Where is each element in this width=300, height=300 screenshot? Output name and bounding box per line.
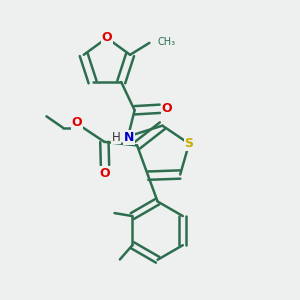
Text: O: O	[102, 32, 112, 44]
Text: O: O	[72, 116, 83, 129]
Text: CH₃: CH₃	[158, 37, 175, 47]
Text: O: O	[100, 167, 110, 181]
Text: S: S	[184, 137, 194, 150]
Text: N: N	[124, 130, 134, 143]
Text: H: H	[112, 130, 121, 143]
Text: O: O	[162, 102, 172, 115]
